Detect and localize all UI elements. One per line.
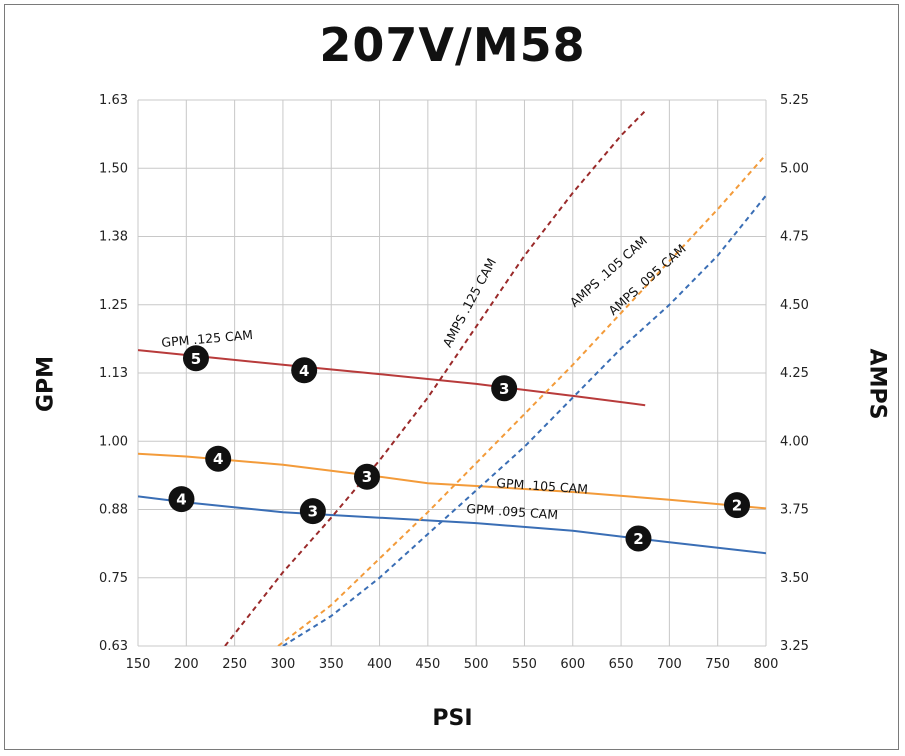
marker-circle bbox=[724, 492, 751, 519]
numbered-marker: 4 bbox=[291, 357, 318, 384]
marker-label: 2 bbox=[732, 497, 742, 515]
x-tick-label: 750 bbox=[705, 657, 730, 672]
series-annotation: AMPS .125 CAM bbox=[440, 256, 500, 350]
series-line-gpm-095-cam bbox=[138, 495, 766, 555]
numbered-marker: 3 bbox=[299, 498, 326, 525]
marker-circle bbox=[168, 486, 195, 513]
y-tick-label-right: 4.75 bbox=[780, 230, 809, 245]
y-tick-label-left: 1.00 bbox=[99, 434, 128, 449]
x-tick-label: 800 bbox=[754, 657, 779, 672]
grid bbox=[137, 99, 767, 647]
marker-circle bbox=[353, 463, 380, 490]
series-annotation: GPM .095 CAM bbox=[466, 501, 559, 522]
y-tick-label-left: 1.50 bbox=[99, 161, 128, 176]
numbered-marker: 3 bbox=[491, 375, 518, 402]
y-tick-label-left: 0.88 bbox=[99, 503, 128, 518]
y-tick-label-left: 1.25 bbox=[99, 298, 128, 313]
y-tick-label-right: 4.00 bbox=[780, 434, 809, 449]
x-tick-label: 500 bbox=[464, 657, 489, 672]
series-line-gpm-125-cam bbox=[138, 349, 646, 407]
y-tick-label-right: 4.50 bbox=[780, 298, 809, 313]
chart-title: 207V/M58 bbox=[319, 18, 586, 72]
y-tick-label-right: 5.00 bbox=[780, 161, 809, 176]
y-tick-label-left: 0.75 bbox=[99, 571, 128, 586]
marker-label: 4 bbox=[176, 491, 186, 509]
x-tick-label: 300 bbox=[271, 657, 296, 672]
x-tick-label: 550 bbox=[512, 657, 537, 672]
marker-label: 3 bbox=[499, 380, 509, 398]
numbered-marker: 3 bbox=[353, 463, 380, 490]
y-tick-label-left: 1.63 bbox=[99, 93, 128, 108]
numbered-marker: 2 bbox=[724, 492, 751, 519]
y-tick-label-right: 4.25 bbox=[780, 366, 809, 381]
series-annotation: AMPS .105 CAM bbox=[567, 233, 650, 310]
marker-label: 2 bbox=[633, 530, 643, 548]
x-tick-label: 700 bbox=[657, 657, 682, 672]
marker-label: 3 bbox=[362, 468, 372, 486]
marker-circle bbox=[625, 525, 652, 552]
marker-circle bbox=[299, 498, 326, 525]
marker-circle bbox=[205, 445, 232, 472]
series-annotation: GPM .125 CAM bbox=[161, 327, 254, 350]
y-tick-label-right: 3.75 bbox=[780, 503, 809, 518]
y-tick-label-left: 1.38 bbox=[99, 230, 128, 245]
x-tick-label: 200 bbox=[174, 657, 199, 672]
y-tick-label-right: 3.25 bbox=[780, 639, 809, 654]
x-tick-label: 250 bbox=[222, 657, 247, 672]
x-tick-label: 650 bbox=[609, 657, 634, 672]
marker-circle bbox=[291, 357, 318, 384]
series-line-amps-125-cam bbox=[224, 110, 646, 646]
series-annotation: GPM .105 CAM bbox=[496, 475, 589, 496]
x-axis-label: PSI bbox=[432, 706, 473, 731]
marker-label: 4 bbox=[299, 362, 309, 380]
series-line-amps-105-cam bbox=[277, 153, 766, 646]
chart-frame bbox=[4, 4, 899, 750]
marker-label: 3 bbox=[308, 503, 318, 521]
x-tick-label: 150 bbox=[126, 657, 151, 672]
x-tick-label: 400 bbox=[367, 657, 392, 672]
marker-circle bbox=[182, 345, 209, 372]
numbered-marker: 5 bbox=[182, 345, 209, 372]
y-tick-label-right: 5.25 bbox=[780, 93, 809, 108]
marker-label: 5 bbox=[191, 350, 201, 368]
y-tick-label-right: 3.50 bbox=[780, 571, 809, 586]
marker-label: 4 bbox=[213, 450, 223, 468]
marker-circle bbox=[491, 375, 518, 402]
numbered-marker: 4 bbox=[168, 486, 195, 513]
x-tick-label: 600 bbox=[560, 657, 585, 672]
numbered-marker: 2 bbox=[625, 525, 652, 552]
x-tick-label: 450 bbox=[415, 657, 440, 672]
series-line-gpm-105-cam bbox=[138, 452, 766, 510]
numbered-marker: 4 bbox=[205, 445, 232, 472]
x-tick-label: 350 bbox=[319, 657, 344, 672]
series-lines bbox=[138, 110, 766, 646]
y-tick-label-left: 0.63 bbox=[99, 639, 128, 654]
y-tick-label-left: 1.13 bbox=[99, 366, 128, 381]
